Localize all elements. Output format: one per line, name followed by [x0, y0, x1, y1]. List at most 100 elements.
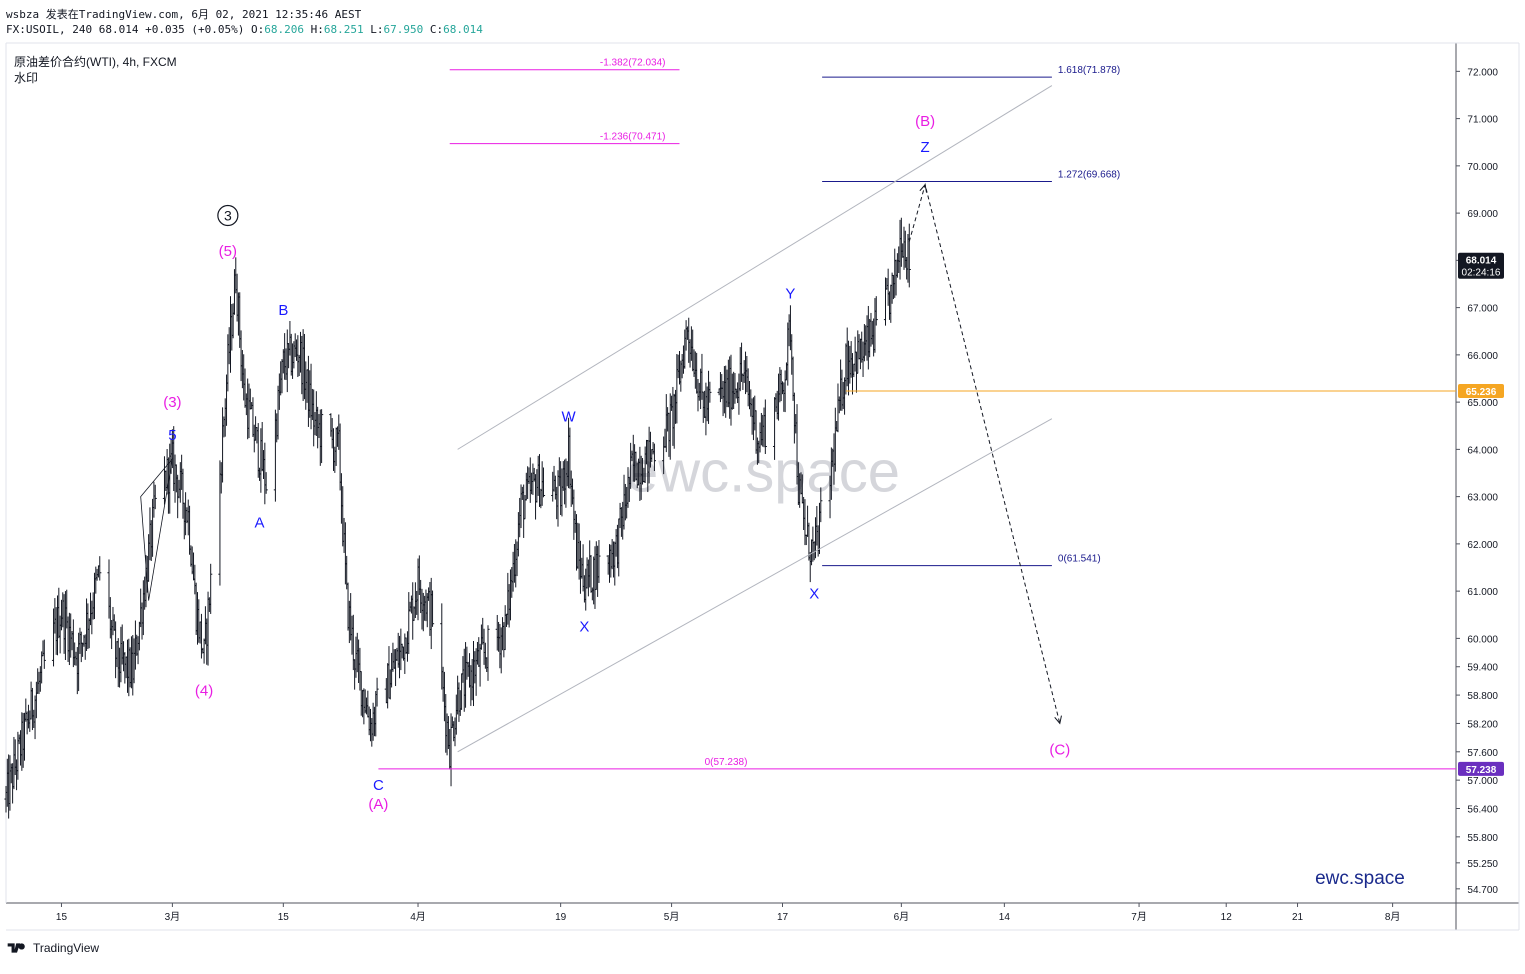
- wave-label: C: [373, 777, 384, 794]
- x-tick-label: 5月: [664, 911, 680, 923]
- ohlc-close-label: C:: [429, 23, 444, 36]
- brand-text: ewc.space: [1315, 868, 1405, 889]
- x-tick-label: 3月: [165, 911, 181, 923]
- wave-label: 5: [168, 427, 176, 444]
- ohlc-low-label: L:: [370, 23, 384, 36]
- y-tick-label: 56.400: [1467, 804, 1498, 815]
- ohlc-bar: [153, 484, 157, 510]
- tradingview-text: TradingView: [33, 941, 100, 955]
- y-tick-label: 70.000: [1467, 162, 1498, 173]
- ohlc-bar: [652, 443, 657, 471]
- wave-label: 3: [224, 207, 232, 223]
- header-symbol-change: FX:USOIL, 240 68.014 +0.035 (+0.05%): [6, 23, 252, 36]
- countdown-tag: 02:24:16: [1462, 268, 1501, 279]
- x-tick-label: 4月: [410, 911, 426, 923]
- last-price-tag: 68.014: [1466, 256, 1497, 267]
- purple-price-tag: 57.238: [1466, 765, 1497, 776]
- y-tick-label: 65.000: [1467, 398, 1498, 409]
- wave-label: W: [561, 408, 576, 425]
- ohlc-open-label: O:: [251, 23, 265, 36]
- y-tick-label: 62.000: [1467, 540, 1498, 551]
- wave-label: (C): [1049, 741, 1070, 758]
- y-tick-label: 55.250: [1467, 859, 1498, 870]
- orange-price-tag-bg: [1458, 383, 1504, 398]
- x-tick-label: 15: [56, 912, 68, 923]
- y-tick-label: 64.000: [1467, 445, 1498, 456]
- x-tick-label: 14: [999, 912, 1011, 923]
- ohlc-high-value: 68.251: [323, 23, 364, 36]
- x-tick-label: 17: [777, 912, 789, 923]
- ohlc-bar: [708, 381, 712, 403]
- projection-arrow-down: [1054, 715, 1062, 725]
- y-tick-label: 57.600: [1467, 748, 1498, 759]
- ohlc-bar: [264, 472, 268, 494]
- wave-label: B: [278, 302, 288, 319]
- x-tick-label: 21: [1292, 912, 1304, 923]
- channel-upper-line: [457, 85, 1053, 450]
- ohlc-low-value: 67.950: [383, 23, 424, 36]
- wave-label: Y: [785, 285, 795, 302]
- wave-triangle: [140, 457, 174, 601]
- x-tick-label: 19: [555, 912, 567, 923]
- ohlc-close-value: 68.014: [443, 23, 483, 36]
- footer-brand[interactable]: TradingView: [6, 941, 99, 955]
- tradingview-logo-icon: [7, 943, 25, 953]
- wave-label: (B): [915, 113, 935, 130]
- watermark-text: ewc.space: [626, 439, 900, 504]
- ohlc-bar: [819, 487, 823, 523]
- y-tick-label: 58.200: [1467, 719, 1498, 730]
- header-line-1: wsbza 发表在TradingView.com, 6月 02, 2021 12…: [6, 8, 362, 21]
- ohlc-bar: [430, 590, 435, 627]
- x-tick-label: 15: [278, 912, 290, 923]
- y-tick-label: 71.000: [1467, 115, 1498, 126]
- ohlc-bar: [874, 296, 878, 326]
- ohlc-high-label: H:: [310, 23, 324, 36]
- ohlc-bar: [907, 223, 911, 288]
- y-tick-label: 58.800: [1467, 691, 1498, 702]
- symbol-subtitle: 水印: [14, 71, 39, 85]
- ohlc-bar: [209, 563, 213, 614]
- ohlc-bar: [320, 409, 324, 464]
- ohlc-open-value: 68.206: [264, 23, 305, 36]
- y-tick-label: 61.000: [1467, 587, 1498, 598]
- fib-level-label: 1.618(71.878): [1058, 65, 1120, 76]
- chart-frame: [5, 42, 1520, 931]
- ohlc-bar: [98, 556, 102, 581]
- wave-label: X: [809, 585, 819, 602]
- fib-level-label: 0(61.541): [1058, 554, 1101, 565]
- projection-path: [908, 182, 1061, 724]
- ohlc-bar: [375, 677, 379, 707]
- y-tick-label: 57.000: [1467, 776, 1498, 787]
- y-tick-label: 72.000: [1467, 67, 1498, 78]
- drawing-tools: -1.382(72.034) -1.236(70.471) 1.618(71.878…: [140, 58, 1456, 770]
- ohlc-bar: [763, 399, 767, 454]
- channel-lower-line: [457, 418, 1053, 753]
- axes: 72.00071.00070.00069.00068.00067.00066.0…: [56, 67, 1504, 923]
- wave-label: (5): [219, 243, 237, 260]
- wave-label: Z: [921, 139, 930, 156]
- ohlc-bar: [541, 467, 546, 498]
- wave-labels: 3 (5) B (3) 5 A (4) C (A) W X Y X (B) Z (C): [163, 113, 1070, 813]
- wave-label: A: [255, 515, 265, 532]
- y-tick-label: 66.000: [1467, 351, 1498, 362]
- ohlc-bar: [486, 625, 490, 681]
- y-tick-label: 55.800: [1467, 833, 1498, 844]
- y-tick-label: 63.000: [1467, 493, 1498, 504]
- y-tick-label: 54.700: [1467, 885, 1498, 896]
- wave-label: (3): [163, 394, 181, 411]
- fib-level-label: 1.272(69.668): [1058, 170, 1120, 181]
- wave-label: (4): [195, 682, 213, 699]
- x-tick-label: 12: [1221, 912, 1233, 923]
- x-tick-label: 8月: [1385, 911, 1401, 923]
- projection-arrow-up: [919, 183, 928, 193]
- ohlc-bar: [597, 540, 601, 583]
- x-tick-label: 6月: [894, 911, 910, 923]
- wave-label: (A): [368, 796, 388, 813]
- fib-level-label: 0(57.238): [705, 757, 748, 768]
- y-tick-label: 67.000: [1467, 304, 1498, 315]
- y-tick-label: 60.000: [1467, 634, 1498, 645]
- y-tick-label: 69.000: [1467, 209, 1498, 220]
- y-tick-label: 59.400: [1467, 663, 1498, 674]
